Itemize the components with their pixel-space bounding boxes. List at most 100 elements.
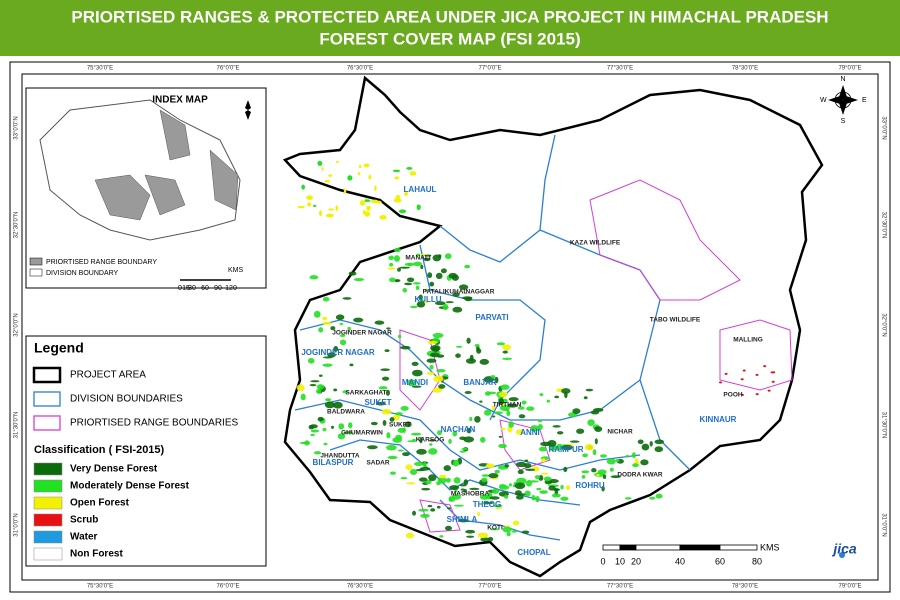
forest-patch <box>632 463 639 468</box>
forest-patch <box>539 490 548 494</box>
forest-patch <box>394 176 400 180</box>
forest-patch <box>535 496 540 503</box>
forest-patch <box>428 474 437 482</box>
forest-patch <box>368 174 372 180</box>
forest-patch <box>437 430 442 436</box>
legend-swatch <box>33 496 63 510</box>
forest-patch <box>565 485 571 491</box>
forest-patch <box>530 425 540 432</box>
forest-patch <box>585 388 594 392</box>
forest-patch <box>498 435 503 438</box>
forest-patch <box>404 262 416 267</box>
forest-patch <box>496 342 506 346</box>
range-boundary <box>719 319 793 391</box>
forest-patch <box>508 397 519 402</box>
forest-patch <box>416 448 427 455</box>
scale-tick-label: 20 <box>631 556 641 566</box>
forest-patch <box>464 391 472 394</box>
forest-patch <box>411 361 419 367</box>
forest-patch <box>466 337 471 344</box>
forest-patch <box>445 301 454 304</box>
division-label: SHIMLA <box>447 515 478 524</box>
forest-patch <box>498 398 504 405</box>
forest-patch <box>763 365 767 368</box>
forest-patch <box>771 380 775 383</box>
forest-patch <box>654 439 665 445</box>
forest-patch <box>452 292 460 297</box>
forest-patch <box>488 473 499 479</box>
forest-patch <box>451 494 462 500</box>
forest-patch <box>422 300 430 304</box>
forest-patch <box>418 294 423 301</box>
map-labels: LAHAUL KULLU PARVATI JOGINDER NAGAR MANDI SUK… <box>301 185 762 557</box>
forest-patch <box>317 416 324 422</box>
forest-patch <box>423 257 431 262</box>
forest-patch <box>498 484 507 488</box>
forest-patch <box>508 483 512 487</box>
compass-west: W <box>820 97 827 104</box>
forest-patch <box>339 339 347 346</box>
scale-tick-label: 80 <box>752 556 762 566</box>
forest-patch <box>405 464 413 471</box>
forest-patch <box>405 532 415 539</box>
forest-patch <box>492 415 496 418</box>
forest-patch <box>318 374 323 377</box>
forest-patch <box>543 476 552 482</box>
division-label: BANJAR <box>463 378 497 387</box>
forest-patch <box>439 535 444 538</box>
longitude-label: 78°30'0"E <box>732 66 758 72</box>
forest-patch <box>554 395 560 399</box>
forest-patch <box>296 384 305 392</box>
forest-patch <box>465 529 476 534</box>
forest-patch <box>477 512 481 516</box>
forest-patch <box>527 480 539 483</box>
forest-patch <box>343 188 347 195</box>
forest-patch <box>465 358 476 364</box>
forest-patch <box>347 326 351 331</box>
range-label: TABO WILDLIFE <box>650 317 701 324</box>
longitude-label: 76°30'0"E <box>347 66 373 72</box>
forest-patch <box>415 285 420 290</box>
forest-patch <box>606 458 616 465</box>
forest-patch <box>524 490 531 497</box>
forest-patch <box>335 205 339 211</box>
forest-patch <box>437 254 442 258</box>
forest-patch <box>539 446 547 452</box>
scale-tick-label: 30 <box>188 285 196 292</box>
forest-patch <box>309 384 317 387</box>
scale-bar: 0 10 20 40 60 80 KMS <box>600 542 779 566</box>
forest-patch <box>321 321 333 325</box>
compass-needle <box>839 85 847 100</box>
forest-patch <box>492 488 500 494</box>
forest-patch <box>400 476 408 480</box>
forest-patch <box>400 345 411 350</box>
forest-patch <box>410 305 418 309</box>
forest-patch <box>400 405 409 411</box>
forest-patch <box>421 487 431 491</box>
forest-patch <box>521 400 527 405</box>
forest-patch <box>584 443 594 451</box>
forest-patch <box>335 160 339 164</box>
forest-patch <box>517 406 525 410</box>
forest-patch <box>446 477 451 483</box>
division-label: KINNAUR <box>700 415 737 424</box>
range-label: KARSOG <box>416 437 445 444</box>
forest-patch <box>458 284 469 290</box>
forest-patch <box>489 496 500 500</box>
forest-patch <box>515 461 527 468</box>
forest-patch <box>541 458 546 463</box>
forest-patch <box>548 485 556 491</box>
legend-swatch <box>32 366 62 384</box>
range-label: JHANDUTTA <box>320 453 360 460</box>
legend-label: Non Forest <box>70 549 123 560</box>
forest-patch <box>495 507 503 510</box>
longitude-label: 75°30'0"E <box>87 584 113 590</box>
forest-patch <box>376 401 386 406</box>
forest-patch <box>610 475 622 479</box>
legend-label: Water <box>70 532 98 543</box>
index-legend-swatch <box>29 268 43 277</box>
compass-needle <box>828 96 843 104</box>
forest-patch <box>469 487 480 491</box>
forest-patch <box>481 474 490 477</box>
